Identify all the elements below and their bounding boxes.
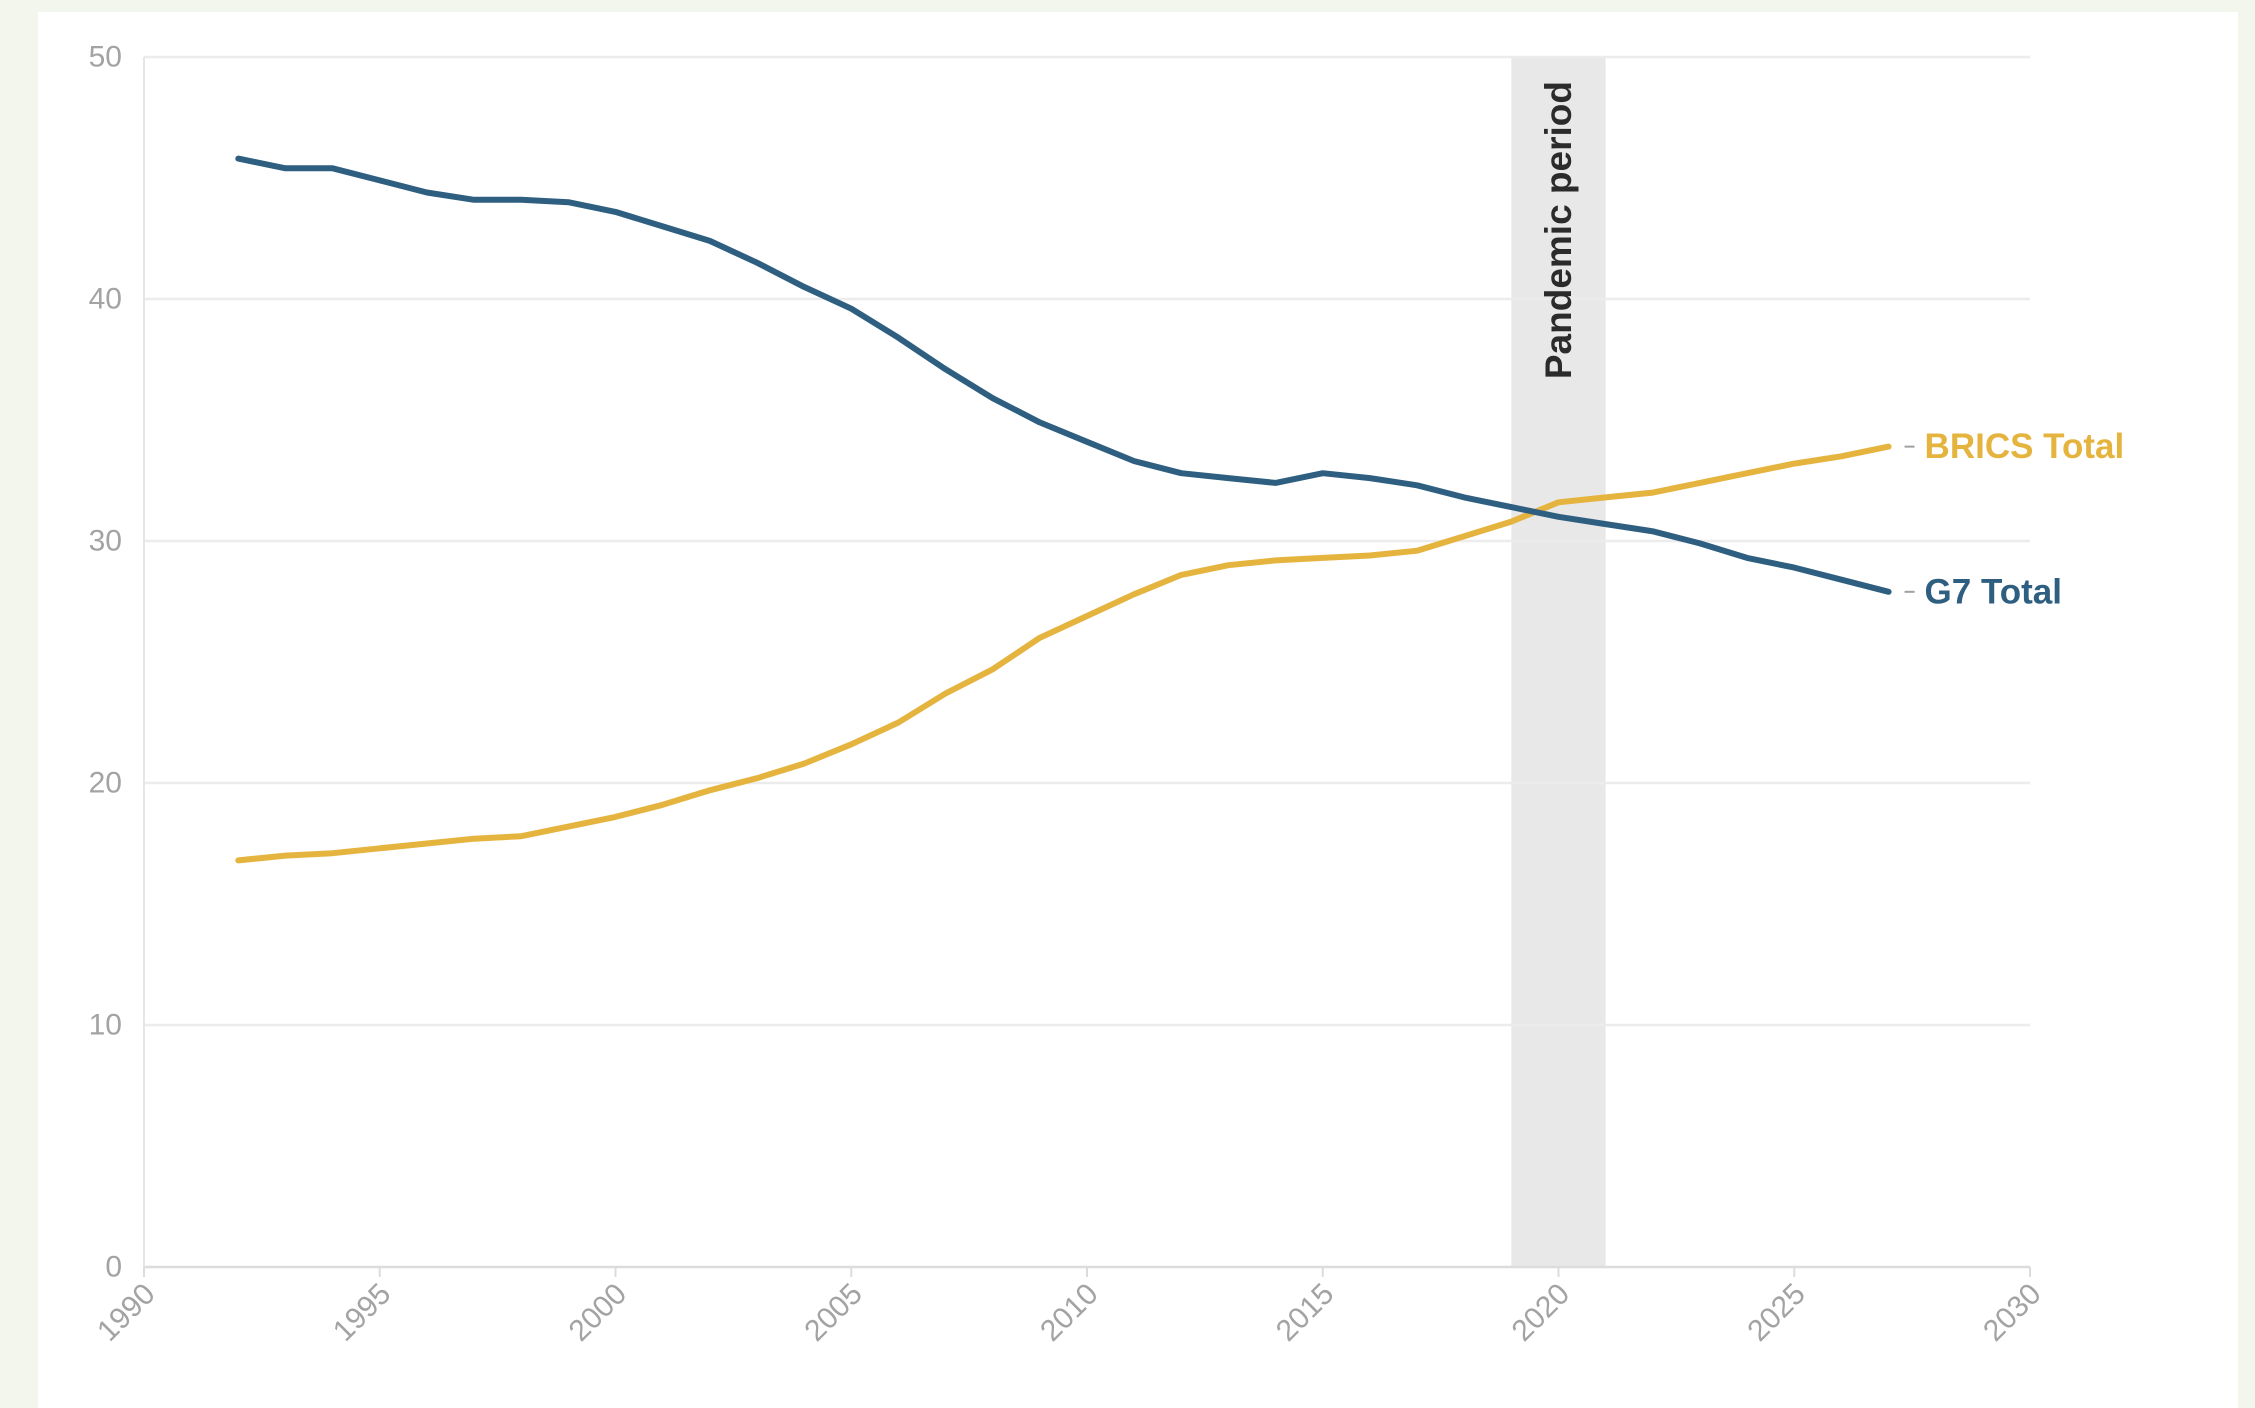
x-tick-label: 2015 (1270, 1277, 1341, 1348)
y-tick-label: 30 (89, 525, 122, 558)
chart-card (38, 12, 2238, 1408)
x-tick-label: 2005 (798, 1277, 869, 1348)
x-tick-label: 2025 (1741, 1277, 1812, 1348)
shaded-band-layer (1511, 57, 1606, 1267)
series-line-g7-total (235, 155, 1892, 595)
y-tick-label: 10 (89, 1009, 122, 1042)
series-layer (235, 155, 1892, 864)
pandemic-band (1511, 57, 1606, 1267)
y-tick-label: 20 (89, 767, 122, 800)
x-tick-label: 2010 (1034, 1277, 1105, 1348)
x-tick-label: 2020 (1506, 1277, 1577, 1348)
label-layer: Pandemic period BRICS Total G7 Total (1538, 81, 2124, 611)
x-tick-label: 1990 (91, 1277, 162, 1348)
series-line-brics-total (235, 443, 1892, 864)
series-label-brics-total: BRICS Total (1925, 427, 2125, 466)
y-tick-label: 0 (105, 1251, 122, 1284)
y-tick-label: 40 (89, 283, 122, 316)
x-tick-label: 2030 (1977, 1277, 2048, 1348)
x-tick-label: 1995 (327, 1277, 398, 1348)
series-label-g7-total: G7 Total (1925, 572, 2062, 611)
y-tick-label: 50 (89, 41, 122, 74)
x-tick-label: 2000 (563, 1277, 634, 1348)
grid-layer (144, 55, 2030, 1269)
pandemic-band-label: Pandemic period (1538, 81, 1579, 379)
